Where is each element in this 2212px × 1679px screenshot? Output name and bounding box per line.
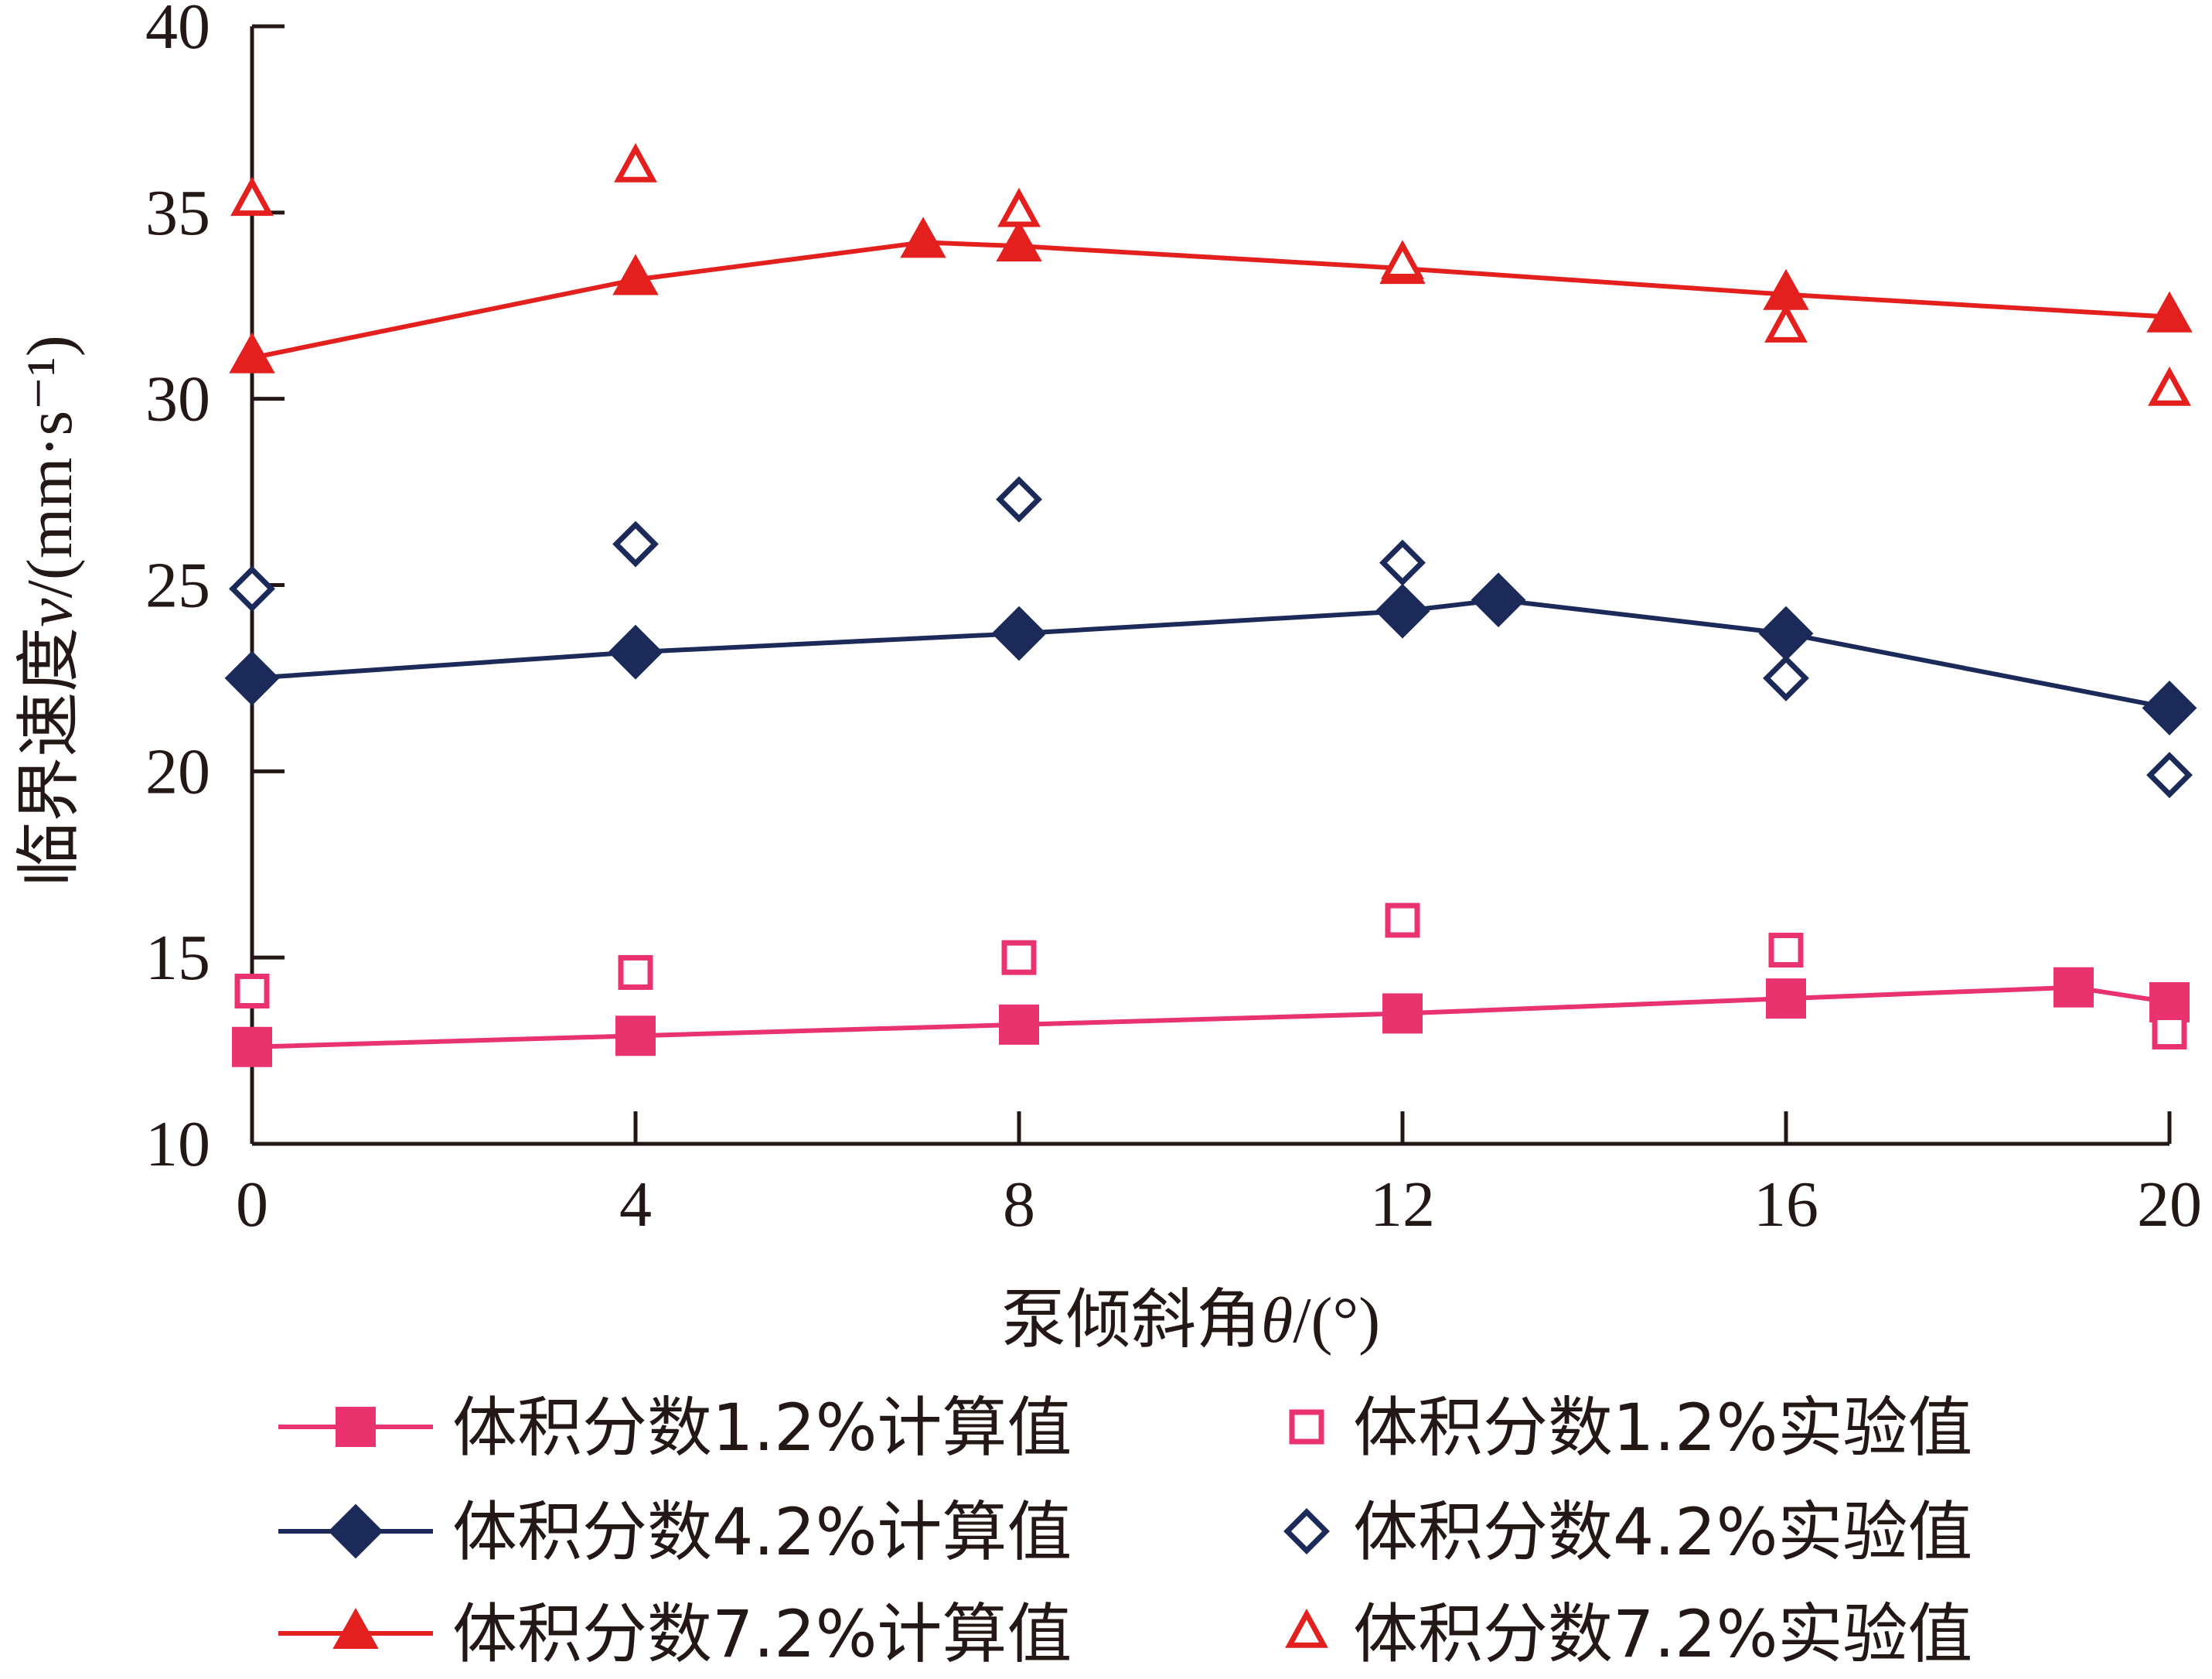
axes: 10 15 20 25 30 35 40 0 4 8 12 16 20 bbox=[145, 0, 2202, 1240]
legend-label: 体积分数7.2%计算值 bbox=[452, 1596, 1072, 1672]
data-point bbox=[2054, 967, 2094, 1008]
x-tick-label: 0 bbox=[236, 1169, 268, 1240]
data-point bbox=[615, 1015, 656, 1056]
data-point bbox=[2152, 1015, 2187, 1049]
data-point bbox=[229, 332, 275, 374]
x-tick-label: 4 bbox=[619, 1169, 652, 1240]
data-point bbox=[230, 176, 274, 217]
y-tick-label: 40 bbox=[145, 0, 210, 63]
y-axis-title-unit: /(mm·s⁻¹) bbox=[14, 335, 86, 598]
series-3 bbox=[229, 476, 2193, 799]
legend-label: 体积分数4.2%计算值 bbox=[452, 1494, 1072, 1570]
data-point bbox=[1766, 978, 1806, 1019]
y-tick-label: 15 bbox=[145, 922, 210, 994]
legend-item: 体积分数4.2%实验值 bbox=[1283, 1494, 1972, 1570]
y-axis-title-prefix: 临界速度 bbox=[11, 627, 87, 887]
y-axis-title: 临界速度v/(mm·s⁻¹) bbox=[11, 335, 87, 886]
data-point bbox=[234, 974, 270, 1009]
data-point bbox=[1385, 903, 1420, 938]
legend-item: 体积分数7.2%实验值 bbox=[1285, 1596, 1972, 1672]
data-point bbox=[1768, 933, 1804, 968]
legend-item: 体积分数1.2%实验值 bbox=[1289, 1390, 1972, 1466]
x-tick-label: 8 bbox=[1003, 1169, 1035, 1240]
y-tick-label: 30 bbox=[145, 363, 210, 435]
data-point bbox=[2146, 752, 2193, 799]
x-axis-title-symbol: θ bbox=[1261, 1285, 1293, 1357]
data-point bbox=[1375, 583, 1430, 639]
data-point bbox=[232, 1026, 272, 1067]
data-point bbox=[996, 220, 1042, 262]
series-line bbox=[251, 240, 2170, 360]
legend-marker bbox=[1289, 1409, 1324, 1445]
data-point bbox=[999, 1004, 1039, 1045]
series-layer bbox=[224, 142, 2197, 1067]
data-point bbox=[1471, 572, 1526, 628]
legend-marker bbox=[332, 1607, 379, 1649]
data-point bbox=[900, 217, 946, 258]
series-0 bbox=[232, 967, 2190, 1067]
x-axis-title-prefix: 泵倾斜角 bbox=[1001, 1281, 1261, 1357]
data-point bbox=[997, 187, 1041, 227]
legend-marker bbox=[1285, 1608, 1328, 1648]
series-line bbox=[251, 597, 2170, 711]
data-point bbox=[618, 954, 653, 990]
series-2 bbox=[224, 572, 2197, 735]
data-point bbox=[1764, 303, 1808, 343]
series-5 bbox=[230, 142, 2191, 406]
data-point bbox=[229, 565, 275, 613]
data-point bbox=[2142, 681, 2197, 735]
data-point bbox=[224, 650, 280, 706]
legend-label: 体积分数1.2%计算值 bbox=[452, 1390, 1072, 1466]
legend-label: 体积分数1.2%实验值 bbox=[1353, 1390, 1972, 1466]
legend-item: 体积分数7.2%计算值 bbox=[278, 1596, 1072, 1672]
y-tick-label: 35 bbox=[145, 177, 210, 249]
data-point bbox=[612, 520, 659, 568]
series-line bbox=[251, 985, 2170, 1049]
data-point bbox=[608, 624, 663, 680]
data-point bbox=[1001, 940, 1037, 975]
data-point bbox=[1381, 240, 1424, 279]
data-point bbox=[2148, 366, 2191, 406]
data-point bbox=[614, 142, 657, 183]
series-4 bbox=[229, 217, 2193, 374]
legend-item: 体积分数4.2%计算值 bbox=[278, 1494, 1072, 1570]
x-tick-label: 16 bbox=[1754, 1169, 1818, 1240]
x-tick-label: 20 bbox=[2137, 1169, 2202, 1240]
data-point bbox=[1763, 654, 1809, 701]
y-tick-label: 25 bbox=[145, 550, 210, 622]
legend-item: 体积分数1.2%计算值 bbox=[278, 1390, 1072, 1466]
data-point bbox=[996, 476, 1042, 523]
y-tick-label: 20 bbox=[145, 735, 210, 807]
x-tick-label: 12 bbox=[1370, 1169, 1435, 1240]
legend-marker bbox=[336, 1407, 376, 1447]
data-point bbox=[2146, 291, 2193, 333]
legend-label: 体积分数4.2%实验值 bbox=[1353, 1494, 1972, 1570]
data-point bbox=[1758, 606, 1814, 661]
legend-marker bbox=[328, 1503, 383, 1559]
series-1 bbox=[234, 903, 2187, 1049]
x-axis-title: 泵倾斜角θ/(°) bbox=[1001, 1281, 1380, 1357]
data-point bbox=[1379, 539, 1426, 586]
legend-label: 体积分数7.2%实验值 bbox=[1353, 1596, 1972, 1672]
x-axis-title-unit: /(°) bbox=[1293, 1285, 1380, 1357]
axis-titles: 泵倾斜角θ/(°) 临界速度v/(mm·s⁻¹) bbox=[11, 335, 1380, 1357]
y-tick-label: 10 bbox=[145, 1108, 210, 1180]
data-point bbox=[1382, 993, 1423, 1034]
legend-marker bbox=[1283, 1508, 1330, 1554]
y-axis-title-symbol: v bbox=[14, 598, 86, 627]
data-point bbox=[612, 254, 659, 295]
data-point bbox=[991, 606, 1047, 661]
